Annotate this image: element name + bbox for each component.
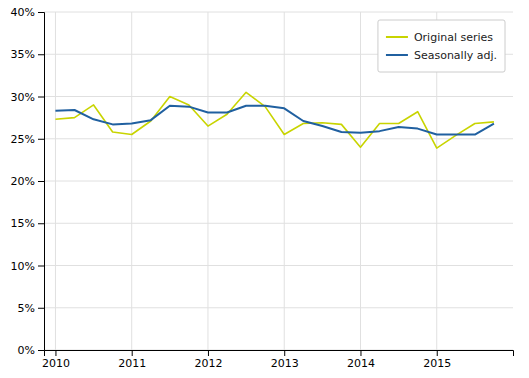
tick-label: 2012 xyxy=(194,357,222,370)
grid-line xyxy=(44,265,513,266)
tick: 10% xyxy=(11,260,44,273)
tick-mark xyxy=(360,350,361,356)
x-axis: 2010 2011 2012 2013 2014 2015 xyxy=(42,350,514,370)
tick: 35% xyxy=(11,48,44,61)
legend-box xyxy=(378,20,505,72)
tick: 2014 xyxy=(347,350,375,370)
tick: 25% xyxy=(11,133,44,146)
tick-mark xyxy=(38,308,44,309)
grid-line xyxy=(44,223,513,224)
tick-mark xyxy=(55,350,56,356)
tick-label: 2013 xyxy=(271,357,299,370)
chart: 2010 2011 2012 2013 2014 2015 0% 5% 10% 15% 20% 25%… xyxy=(0,0,529,378)
grid-line xyxy=(44,181,513,182)
legend-entry: Seasonally adj. xyxy=(386,49,497,62)
tick-label: 25% xyxy=(11,133,35,146)
tick-label: 15% xyxy=(11,217,35,230)
legend-entry: Original series xyxy=(386,31,493,44)
tick-label: 2010 xyxy=(42,357,70,370)
tick: 40% xyxy=(11,6,44,19)
grid-line xyxy=(44,138,513,139)
tick: 2010 xyxy=(42,350,70,370)
tick-label: 10% xyxy=(11,260,35,273)
series-line xyxy=(55,92,493,148)
tick-mark xyxy=(38,97,44,98)
axis-line xyxy=(38,13,45,351)
lines xyxy=(55,92,493,148)
tick-mark xyxy=(38,12,44,13)
tick: 2012 xyxy=(194,350,222,370)
tick: 20% xyxy=(11,175,44,188)
tick: 0% xyxy=(18,344,44,357)
grid-line xyxy=(44,307,513,308)
tick-label: 35% xyxy=(11,48,35,61)
legend-label: Original series xyxy=(414,31,493,44)
axis-line xyxy=(45,351,514,357)
legend-label: Seasonally adj. xyxy=(414,49,497,62)
plot: 2010 2011 2012 2013 2014 2015 0% 5% 10% 15% 20% 25%… xyxy=(11,6,514,370)
tick: 15% xyxy=(11,217,44,230)
tick-label: 0% xyxy=(18,344,35,357)
tick-label: 2015 xyxy=(423,357,451,370)
tick: 2013 xyxy=(271,350,299,370)
tick-label: 2014 xyxy=(347,357,375,370)
tick-mark xyxy=(38,223,44,224)
tick-mark xyxy=(284,350,285,356)
tick-mark xyxy=(38,139,44,140)
tick-label: 40% xyxy=(11,6,35,19)
tick: 5% xyxy=(18,302,44,315)
legend-swatch xyxy=(386,36,408,38)
legend: Original series Seasonally adj. xyxy=(378,20,505,72)
tick: 30% xyxy=(11,91,44,104)
tick: 2015 xyxy=(423,350,451,370)
tick-mark xyxy=(437,350,438,356)
tick-label: 30% xyxy=(11,91,35,104)
tick-mark xyxy=(38,54,44,55)
tick-label: 2011 xyxy=(118,357,146,370)
tick-label: 5% xyxy=(18,302,35,315)
tick-label: 20% xyxy=(11,175,35,188)
grid-line xyxy=(44,12,513,13)
tick-mark xyxy=(38,181,44,182)
y-axis: 0% 5% 10% 15% 20% 25% 30% 35% 40% xyxy=(11,6,45,357)
tick-mark xyxy=(132,350,133,356)
legend-swatch xyxy=(386,54,408,56)
grid xyxy=(44,12,513,350)
tick-mark xyxy=(38,350,44,351)
series-line xyxy=(55,106,493,135)
tick-mark xyxy=(208,350,209,356)
legend-items: Original series Seasonally adj. xyxy=(386,31,497,62)
grid-line xyxy=(44,96,513,97)
tick-mark xyxy=(38,266,44,267)
tick: 2011 xyxy=(118,350,146,370)
